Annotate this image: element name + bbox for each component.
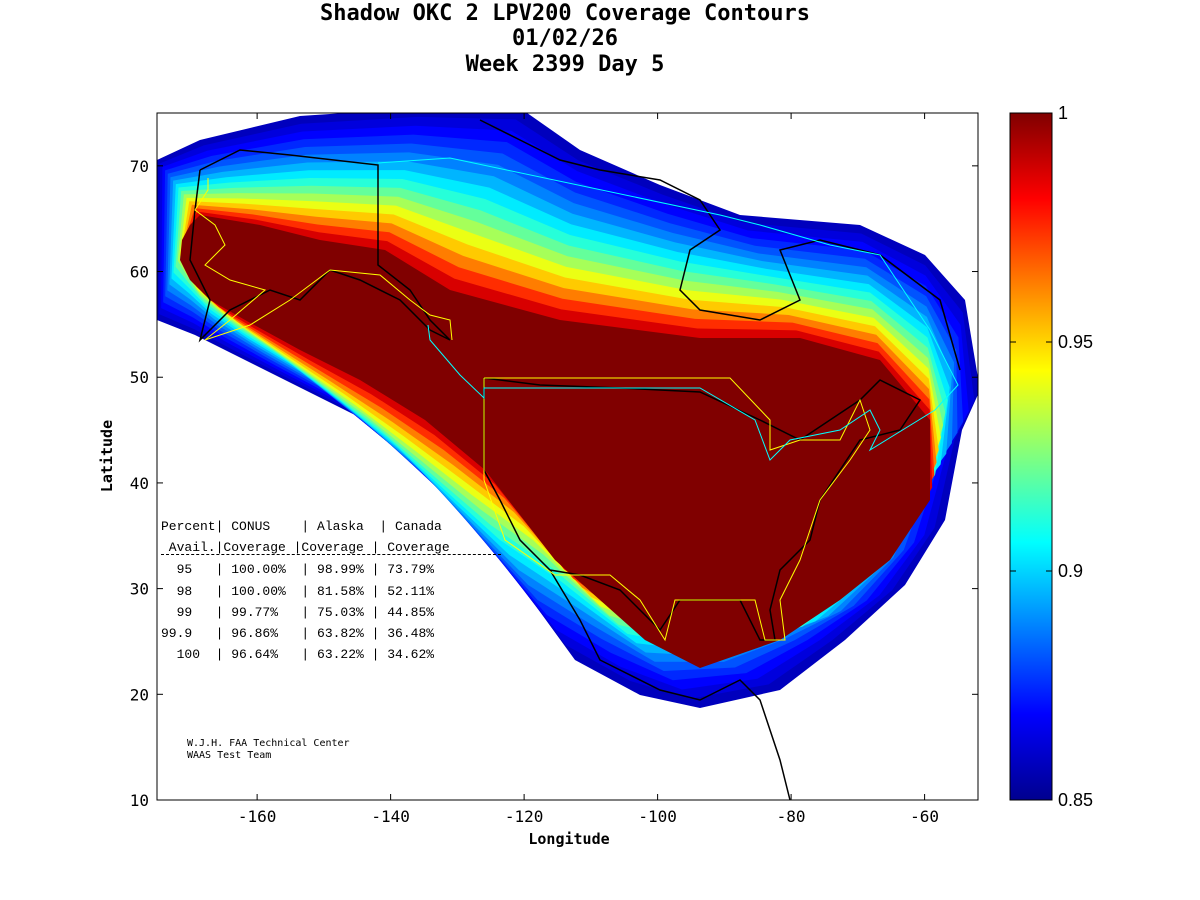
table-row: 99.9 | 96.86% | 63.82% | 36.48%: [161, 626, 435, 642]
y-tick-label: 60: [130, 263, 149, 282]
y-tick-label: 50: [130, 368, 149, 387]
table-row: 95 | 100.00% | 98.99% | 73.79%: [161, 562, 435, 578]
colorbar-tick-label: 0.95: [1058, 332, 1093, 352]
x-tick-label: -60: [910, 807, 939, 826]
y-axis-label: Latitude: [98, 420, 116, 492]
coverage-contours: [157, 113, 978, 708]
colorbar-ticks: 0.85 0.9 0.95 1: [1010, 103, 1093, 810]
table-divider: [161, 554, 501, 556]
y-tick-label: 30: [130, 580, 149, 599]
x-axis-ticks: -160 -140 -120 -100 -80 -60: [238, 113, 939, 826]
colorbar-tick-label: 1: [1058, 103, 1068, 123]
x-axis-label: Longitude: [528, 830, 609, 848]
credit-line-1: W.J.H. FAA Technical Center: [187, 738, 350, 749]
colorbar: [1009, 112, 1053, 801]
table-header: Percent| CONUS | Alaska | Canada: [161, 519, 442, 534]
alaska-outline: [189, 149, 451, 343]
title-line-2: 01/02/26: [512, 26, 618, 51]
x-tick-label: -80: [777, 807, 806, 826]
alaska-boundary: [194, 178, 453, 341]
y-tick-label: 10: [130, 791, 149, 810]
y-tick-label: 70: [130, 157, 149, 176]
x-tick-label: -140: [371, 807, 410, 826]
mexico-coast: [549, 569, 791, 800]
y-tick-label: 20: [130, 685, 149, 704]
canada-north-coast: [479, 119, 961, 371]
coverage-table: Percent| CONUS | Alaska | Canada Avail.|…: [161, 516, 501, 665]
x-tick-label: -100: [638, 807, 677, 826]
colorbar-tick-label: 0.9: [1058, 561, 1083, 581]
table-row: 100 | 96.64% | 63.22% | 34.62%: [161, 647, 435, 663]
canada-boundary: [377, 157, 959, 461]
credit-line-2: WAAS Test Team: [187, 750, 272, 761]
table-row: 99 | 99.77% | 75.03% | 44.85%: [161, 604, 435, 620]
title-line-1: Shadow OKC 2 LPV200 Coverage Contours: [319, 1, 811, 26]
title-line-3: Week 2399 Day 5: [465, 52, 665, 77]
credit-block: W.J.H. FAA Technical Center WAAS Test Te…: [187, 738, 350, 762]
x-tick-label: -160: [238, 807, 277, 826]
conus-boundary: [483, 377, 871, 642]
plot-frame: [156, 112, 979, 801]
coverage-band: [180, 215, 930, 668]
y-axis-ticks: 10 20 30 40 50 60 70: [130, 157, 978, 810]
y-tick-label: 40: [130, 474, 149, 493]
colorbar-tick-label: 0.85: [1058, 790, 1093, 810]
x-tick-label: -120: [505, 807, 544, 826]
table-header: Avail.|Coverage |Coverage | Coverage: [161, 540, 450, 556]
table-row: 98 | 100.00% | 81.58% | 52.11%: [161, 583, 435, 599]
